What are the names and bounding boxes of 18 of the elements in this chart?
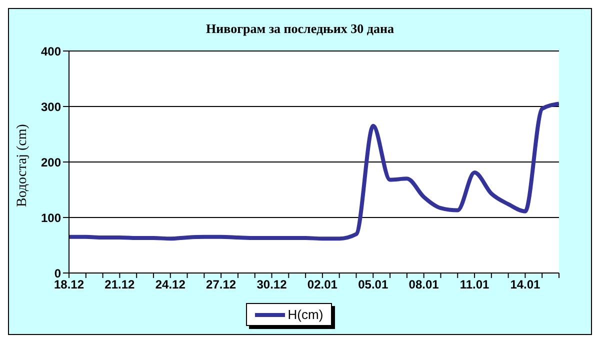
x-tick-label: 05.01 — [358, 278, 388, 292]
x-tick-label: 24.12 — [155, 278, 186, 292]
x-tick-label: 27.12 — [206, 278, 236, 292]
x-tick-label: 02.01 — [307, 278, 338, 292]
y-tick-label: 100 — [40, 210, 62, 225]
x-tick-label: 30.12 — [256, 278, 288, 292]
x-tick-label: 18.12 — [54, 278, 84, 292]
y-tick-label: 400 — [40, 44, 62, 58]
y-axis-title: Водостај (cm) — [14, 124, 30, 207]
x-tick-label: 08.01 — [408, 278, 440, 292]
legend-label: H(cm) — [288, 307, 324, 322]
y-tick-label: 0 — [54, 266, 62, 280]
chart-title: Нивограм за последњих 30 дана — [205, 21, 395, 37]
y-tick-label: 300 — [40, 100, 62, 114]
y-tick-label: 200 — [40, 155, 62, 170]
x-tick-label: 11.01 — [460, 278, 490, 292]
x-tick-label: 14.01 — [510, 278, 541, 292]
x-tick-label: 21.12 — [104, 278, 136, 292]
